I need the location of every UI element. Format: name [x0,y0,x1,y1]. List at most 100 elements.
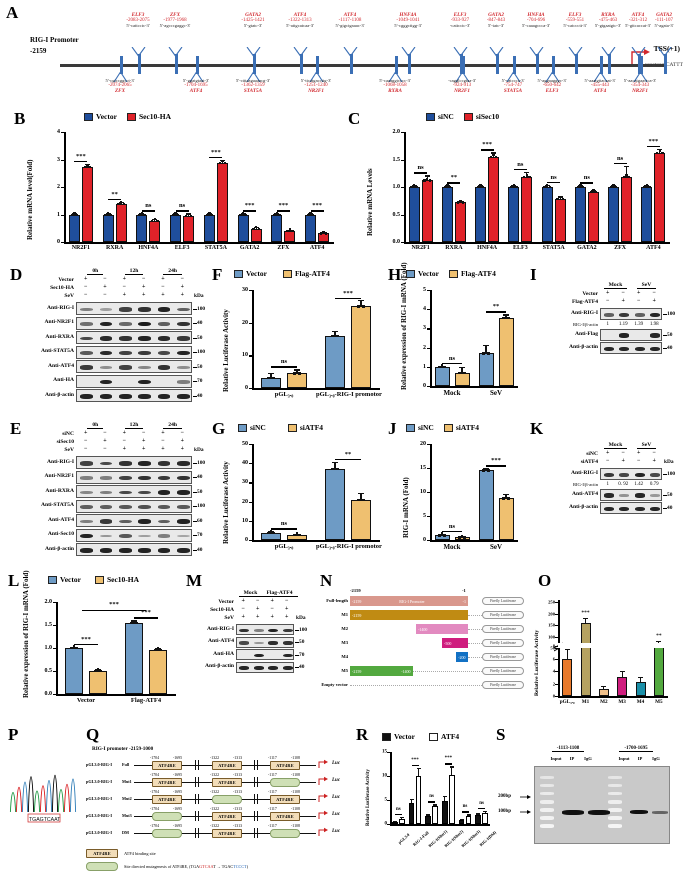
break-mark [254,760,256,770]
significance-label: *** [491,457,501,465]
bar [149,220,161,242]
y-tick [53,625,56,627]
condition-value: − [141,430,146,436]
significance-line [175,210,189,212]
error-cap [483,811,488,813]
legend-mut-text: Site directed mutagenesis of ATF4RE, (TG… [124,864,248,869]
protein-band [118,307,132,312]
condition-value: − [103,276,107,282]
y-tick-label: 4 [423,306,426,313]
bar [125,622,143,694]
construct-left-coord: -2159 [352,612,362,618]
panel-h-chart: 0 1 2 3 4 5 ns Mock ** SeV [423,287,518,397]
legend-f-item-1: Flag-ATF4 [282,269,330,278]
condition-value: − [606,298,610,304]
condition-value: − [652,290,656,296]
condition-value: + [141,284,146,290]
antibody-label: Anti-β-actin [44,545,74,552]
y-tick [53,602,56,604]
bar [441,187,453,242]
condition-value: − [83,292,88,298]
gel-block [76,360,192,373]
y-tick-label: 30 [242,479,248,486]
group-header-label: Flag-ATF4 [261,590,298,597]
tf-site-bottom-label: 5'-caaaggtcccc-3' -1068-1058 RXRA [361,78,429,94]
site-right-coord: -1108 [291,824,300,828]
condition-value: − [180,276,185,282]
kda-tick [663,494,667,496]
panel-n: N -2159 -1 Full-length -2159 RIG-I Promoter -… [302,572,524,727]
antibody-label: Anti-β-actin [44,391,74,398]
kda-tick [193,323,197,324]
condition-value: + [270,598,274,604]
tf-v-connector-icon [189,72,204,82]
panel-f-ylabel: Relative Luciferase Activity [222,309,230,392]
legend-r-item-0: Vector [382,732,415,741]
condition-value: + [161,446,165,452]
kda-label: 50 [197,334,203,341]
connector-line [468,629,482,630]
legend-label: siATF4 [455,423,480,432]
construct-bar-M1: -2159 [350,610,468,620]
y-axis [404,132,406,242]
x-tick-label: M4 [636,699,645,705]
kda-label: 60 [197,517,203,524]
construct-label-Full-length: Full-length [326,598,348,603]
bar [287,373,307,388]
data-point [443,534,446,537]
tf-site-top-label: HNF4A -1049-1041 5'-cgggcttgg-3' [374,12,442,28]
condition-value: − [122,284,127,290]
protein-band [650,473,661,477]
variant-label: DM [122,830,129,835]
site-right-coord: -1313 [233,756,243,760]
atf4-binding-site: ATF4RE [152,760,182,770]
panel-q-title: RIG-I promoter -2159-1000 [92,746,154,752]
bar [415,775,422,824]
data-point [331,334,334,338]
plasmid-label: pGL3.0-RIG-I [86,830,112,835]
y-tick-label: 1 [423,363,426,370]
data-point [461,201,465,204]
error-cap [524,171,530,173]
tf-v-connector-icon [593,72,608,82]
data-point [83,165,86,169]
condition-value: − [83,446,88,452]
significance-line [442,362,462,365]
y-tick-label: 0.5 [392,211,401,218]
tf-name: RXRA [601,12,615,18]
protein-band [282,653,293,658]
tf-site-bottom-label: 5'-ttcatgaccttg-3' -1251-1240 NR2F1 [282,78,350,94]
tf-v-connector-icon [657,47,672,57]
tf-position: -924-913 [452,83,472,88]
condition-value: − [256,598,260,604]
y-tick [427,290,430,292]
condition-value: − [285,598,289,604]
tf-site-top-label: GATA2 -1425-1421 5'-gtatc-3' [219,12,287,28]
tf-sequence: 5'-agcccgaggc-3' [159,23,191,28]
ladder-band [608,784,622,787]
site-left-coord: -1704 [150,756,160,760]
protein-band [99,350,113,356]
y-tick [61,214,64,216]
error-cap [426,814,431,816]
data-point [151,219,154,222]
bar [587,191,599,242]
data-point [561,197,564,200]
panel-q-label: Q [86,725,100,744]
tf-v-connector-icon [246,72,261,82]
tf-position: -354-343 [630,83,650,88]
site-left-coord: -1117 [268,824,277,828]
condition-row-label: Vector [218,599,234,605]
legend-swatch [282,269,292,278]
y-tick-label: 2 [57,184,60,190]
data-point [507,497,510,500]
overall-significance-line [82,610,146,612]
y-tick-label: 5 [423,513,426,519]
y-tick-label: 6 [552,656,555,662]
condition-value: − [161,438,165,444]
y-tick-label: 0.0 [44,691,53,697]
data-point [412,184,416,187]
legend-swatch [382,732,391,741]
tf-v-connector-icon [633,72,648,82]
gel-block [76,374,192,388]
